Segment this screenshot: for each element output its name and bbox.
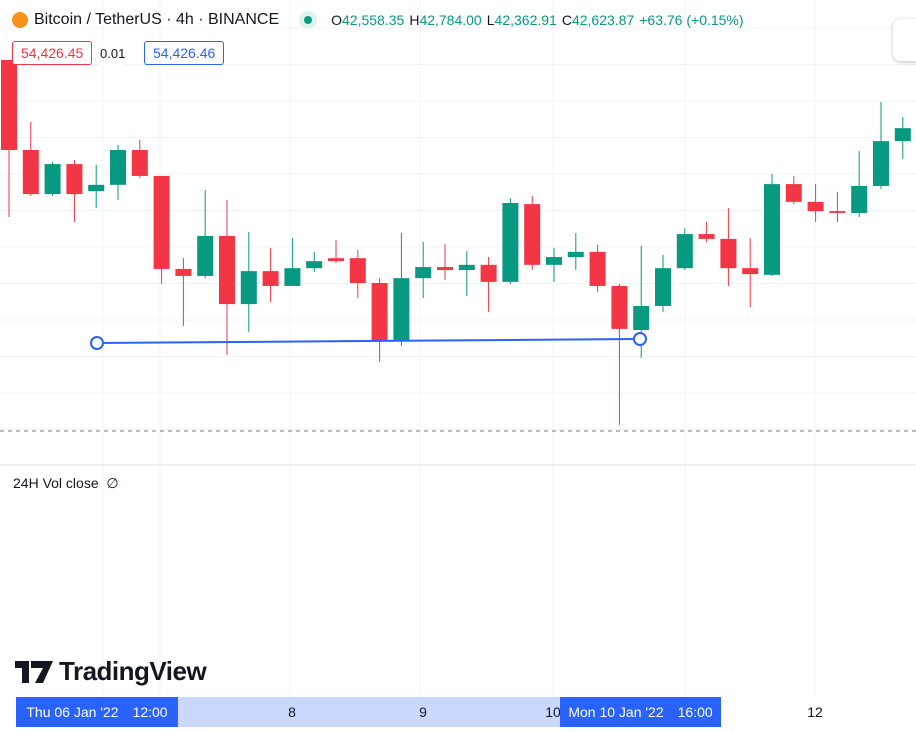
market-status: [299, 11, 318, 29]
candle-body: [807, 201, 824, 212]
ohlc-value: 42,784.00: [419, 12, 482, 28]
candle-body: [175, 268, 192, 276]
candle-body: [88, 184, 105, 192]
candle-body: [851, 185, 868, 213]
anchor-handle: [90, 336, 104, 350]
symbol-header: Bitcoin / TetherUS · 4h · BINANCE O42,55…: [12, 9, 744, 31]
logo-mark: [15, 660, 53, 683]
candle-body: [110, 150, 126, 185]
candle-body: [829, 211, 846, 213]
price-label: 54,426.45: [12, 41, 93, 65]
candle-body: [742, 268, 759, 275]
logo-text: TradingView: [59, 656, 207, 686]
coin-icon: [12, 12, 28, 28]
time-label: 8: [288, 704, 296, 720]
candle-body: [785, 184, 802, 202]
candle-body: [219, 235, 235, 305]
candle-body: [567, 251, 584, 258]
candle-body: [502, 202, 519, 282]
candle-body: [393, 278, 410, 341]
candle-body: [458, 264, 475, 271]
time-marker: Thu 06 Jan '22 12:00: [16, 697, 178, 727]
time-label: 10: [545, 704, 561, 720]
time-marker: Mon 10 Jan '22 16:00: [560, 697, 721, 727]
candle-body: [1, 60, 17, 151]
candle-body: [284, 268, 301, 286]
ohlc-key: L: [486, 12, 495, 28]
candle-body: [655, 268, 671, 306]
indicator-legend[interactable]: 24H Vol close ∅: [13, 475, 119, 492]
candle-body: [44, 164, 61, 195]
trend-line: [96, 338, 641, 344]
candle-body: [22, 150, 39, 195]
ohlc: O42,558.35 H42,784.00 L42,362.91 C42,623…: [331, 12, 743, 28]
ohlc-value: 42,362.91: [494, 12, 557, 28]
ohlc-key: C: [561, 12, 572, 28]
candle-body: [764, 184, 780, 275]
candle-body: [371, 282, 388, 341]
ohlc-value: 42,623.87: [571, 12, 635, 28]
time-label: 9: [419, 704, 427, 720]
candle-body: [240, 271, 257, 305]
change: +63.76 (+0.15%): [639, 12, 744, 28]
candle-body: [480, 264, 497, 282]
ohlc-value: 42,558.35: [342, 12, 405, 28]
candle-body: [415, 267, 432, 279]
time-label: 12: [807, 704, 823, 720]
time-range: [97, 697, 640, 727]
candle-body: [524, 204, 541, 265]
candle-body: [894, 128, 911, 142]
candle-body: [328, 258, 344, 262]
candle-body: [720, 238, 737, 269]
candle-body: [611, 285, 628, 329]
candle-body: [546, 257, 562, 265]
time-time: 12:00: [132, 704, 168, 720]
anchor-handle: [633, 332, 647, 346]
price-diff: 0.01: [100, 41, 126, 65]
candle-body: [349, 258, 366, 283]
candle-body: [262, 271, 279, 286]
ohlc-key: H: [409, 12, 420, 28]
time-date: Thu 06 Jan '22: [26, 704, 119, 720]
logo[interactable]: TradingView: [15, 656, 207, 687]
side-button[interactable]: [893, 19, 916, 61]
candle-body: [306, 261, 323, 269]
candle-body: [676, 234, 693, 269]
candle-body: [153, 175, 170, 269]
candle-body: [197, 235, 214, 276]
candle-body: [633, 305, 650, 331]
ohlc-key: O: [331, 12, 343, 28]
candle-body: [589, 251, 606, 286]
indicator-name: 24H Vol close: [13, 475, 99, 491]
time-date: Mon 10 Jan '22: [568, 704, 664, 720]
time-time: 16:00: [677, 704, 713, 720]
candle-body: [131, 150, 148, 176]
price-label: 54,426.46: [144, 41, 225, 65]
candle-body: [698, 234, 715, 239]
indicator-value: ∅: [106, 475, 119, 491]
candle-body: [437, 267, 453, 271]
candle-body: [873, 141, 889, 186]
symbol[interactable]: Bitcoin / TetherUS · 4h · BINANCE: [34, 11, 280, 28]
candle-body: [66, 164, 83, 195]
